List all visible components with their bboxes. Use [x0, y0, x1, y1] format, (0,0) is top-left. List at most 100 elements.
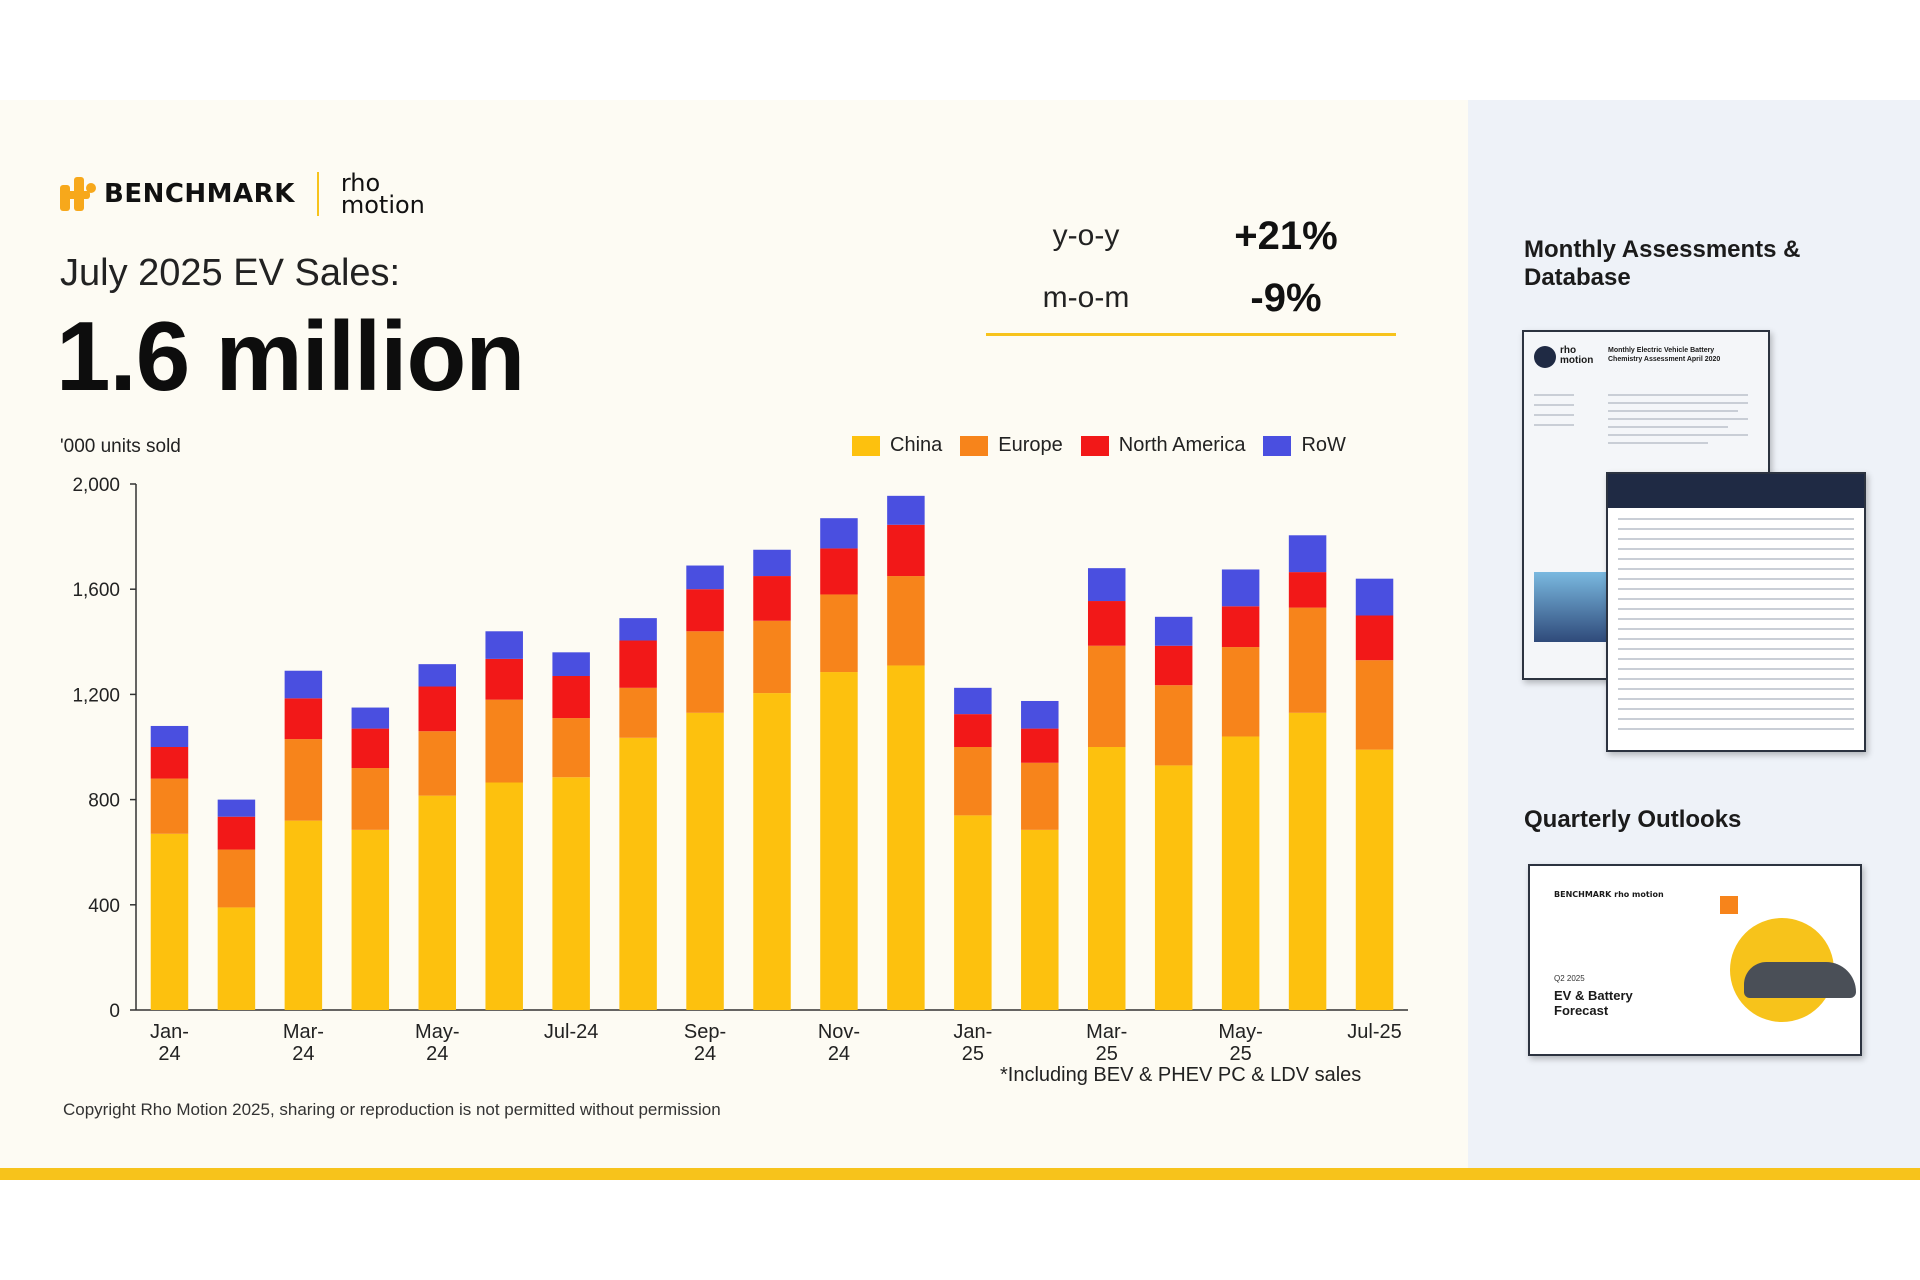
bar-segment-row	[753, 549, 791, 577]
doc-logo-text: rho motion	[1560, 345, 1594, 366]
x-tick-label: Jul-25	[1347, 1021, 1401, 1043]
bar-segment-row	[150, 725, 189, 747]
x-tick-label-line2: 24	[426, 1043, 448, 1065]
car-icon	[1744, 962, 1856, 998]
legend-swatch	[1080, 435, 1109, 456]
benchmark-logo-icon	[60, 177, 98, 211]
legend-label: China	[890, 434, 943, 456]
legend-item-europe: Europe	[960, 434, 1063, 457]
rho-logo-icon	[1534, 346, 1556, 368]
quarterly-outlooks-title: Quarterly Outlooks	[1524, 806, 1742, 833]
bar-segment-row	[619, 618, 657, 641]
bar-segment-europe	[887, 576, 925, 666]
bar-segment-china	[150, 833, 189, 1010]
bar-segment-china	[485, 782, 523, 1010]
bar-segment-north-america	[1021, 728, 1059, 763]
cover-title: EV & Battery Forecast	[1554, 988, 1633, 1018]
kpi-underline	[986, 333, 1396, 336]
y-tick-label: 0	[109, 1001, 120, 1022]
x-tick-label: May-	[1218, 1021, 1262, 1043]
legend-label: RoW	[1301, 434, 1346, 456]
bar-segment-china	[887, 665, 925, 1010]
units-label: '000 units sold	[60, 436, 181, 457]
x-tick-label-line2: 24	[828, 1043, 850, 1065]
bar-segment-north-america	[552, 675, 590, 719]
bar-segment-europe	[1288, 607, 1327, 713]
bottom-accent-bar	[0, 1168, 1920, 1180]
bar-segment-north-america	[1355, 615, 1394, 661]
bar-segment-north-america	[1087, 601, 1126, 646]
kpi-label: m-o-m	[1042, 281, 1130, 314]
y-tick-label: 1,600	[72, 580, 120, 601]
bar-segment-north-america	[284, 698, 323, 740]
bar-segment-china	[1288, 712, 1327, 1010]
bar-segment-row	[1355, 578, 1394, 616]
bar-segment-north-america	[418, 686, 457, 732]
doc-header-bar	[1608, 474, 1864, 508]
bar-segment-north-america	[686, 589, 724, 632]
chart-legend: China Europe North America RoW	[852, 434, 1364, 457]
legend-label: North America	[1118, 434, 1246, 456]
bar-segment-row	[1021, 700, 1059, 729]
bar-segment-europe	[552, 718, 590, 778]
x-tick-label: May-	[415, 1021, 459, 1043]
x-tick-label: Mar-	[1086, 1021, 1127, 1043]
bar-segment-europe	[1355, 660, 1394, 750]
bar-segment-china	[686, 712, 724, 1010]
y-tick-label: 400	[88, 896, 120, 917]
database-document-thumbnail[interactable]	[1606, 472, 1866, 752]
doc-chart-thumbnail	[1534, 572, 1608, 642]
x-tick-label: Jul-24	[544, 1021, 598, 1043]
bar-segment-north-america	[954, 714, 992, 747]
legend-swatch	[852, 435, 880, 456]
bar-segment-north-america	[1154, 645, 1193, 686]
bar-segment-europe	[418, 731, 457, 796]
bar-segment-europe	[1087, 645, 1126, 747]
bar-segment-row	[351, 707, 390, 729]
cover-quarter: Q2 2025	[1554, 974, 1585, 983]
bar-segment-north-america	[887, 524, 925, 577]
legend-item-row: RoW	[1263, 434, 1346, 457]
x-tick-label-line2: 24	[292, 1043, 314, 1065]
x-tick-label-line2: 25	[1230, 1043, 1252, 1065]
bar-segment-europe	[284, 739, 323, 821]
bar-segment-row	[686, 565, 724, 590]
doc-heading: Monthly Electric Vehicle Battery Chemist…	[1608, 347, 1721, 363]
bar-segment-china	[753, 693, 791, 1010]
monthly-assessments-title: Monthly Assessments & Database	[1524, 236, 1801, 291]
cover-decoration	[1720, 896, 1738, 914]
x-tick-label-line2: 25	[1096, 1043, 1118, 1065]
bar-segment-row	[820, 518, 858, 549]
bar-segment-china	[1355, 749, 1394, 1010]
rho-wordmark-line2: motion	[340, 191, 425, 219]
bar-segment-europe	[1021, 762, 1059, 830]
rho-wordmark-line1: rho	[340, 169, 381, 197]
bar-segment-china	[552, 777, 590, 1010]
x-tick-label-line2: 24	[158, 1043, 180, 1065]
logo-divider	[316, 172, 319, 216]
bar-segment-row	[418, 664, 457, 687]
x-tick-label: Sep-	[684, 1021, 726, 1043]
legend-swatch	[1263, 435, 1292, 456]
cover-logo: BENCHMARK rho motion	[1554, 890, 1664, 899]
bar-segment-china	[418, 795, 457, 1010]
forecast-report-cover[interactable]: BENCHMARK rho motion Q2 2025 EV & Batter…	[1528, 864, 1862, 1056]
bar-segment-north-america	[217, 816, 256, 850]
bar-segment-china	[1021, 829, 1059, 1010]
brand-logo: BENCHMARK rho motion	[60, 169, 425, 219]
legend-item-china: China	[852, 434, 942, 457]
y-tick-label: 800	[88, 791, 120, 812]
bar-segment-north-america	[1288, 572, 1327, 608]
bar-segment-europe	[217, 849, 256, 908]
bar-segment-china	[1221, 736, 1260, 1010]
bar-segment-europe	[753, 620, 791, 694]
bar-segment-china	[820, 672, 858, 1010]
bar-segment-north-america	[619, 640, 657, 688]
bar-segment-europe	[820, 594, 858, 673]
legend-label: Europe	[998, 434, 1063, 456]
bar-segment-china	[954, 815, 992, 1010]
x-tick-label: Mar-	[283, 1021, 324, 1043]
x-tick-label: Nov-	[818, 1021, 860, 1043]
bar-segment-row	[1288, 535, 1327, 573]
bar-segment-row	[887, 495, 925, 525]
